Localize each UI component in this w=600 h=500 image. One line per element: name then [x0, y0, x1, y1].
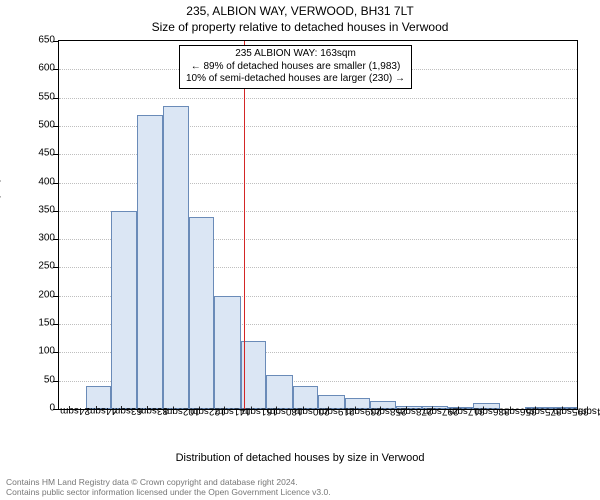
ytick-label: 100 [15, 346, 55, 357]
ytick-label: 650 [15, 35, 55, 46]
ytick-label: 400 [15, 176, 55, 187]
histogram-bar [111, 211, 138, 409]
y-axis-label: Number of detached properties [0, 149, 1, 301]
chart-footer: Contains HM Land Registry data © Crown c… [6, 477, 331, 497]
histogram-bar [214, 296, 241, 409]
ytick-label: 500 [15, 119, 55, 130]
property-marker-line [244, 41, 245, 409]
ytick-label: 550 [15, 91, 55, 102]
chart-title-sub: Size of property relative to detached ho… [0, 20, 600, 34]
histogram-bar [266, 375, 293, 409]
histogram-bar [189, 217, 214, 409]
ytick-label: 250 [15, 261, 55, 272]
histogram-bar [163, 106, 190, 409]
ytick-label: 600 [15, 63, 55, 74]
footer-line-1: Contains HM Land Registry data © Crown c… [6, 477, 298, 487]
gridline [59, 98, 577, 99]
marker-annotation: 235 ALBION WAY: 163sqm ← 89% of detached… [179, 45, 412, 89]
ytick-label: 200 [15, 289, 55, 300]
chart-title-main: 235, ALBION WAY, VERWOOD, BH31 7LT [0, 4, 600, 18]
ytick-label: 150 [15, 318, 55, 329]
annotation-line-3: 10% of semi-detached houses are larger (… [186, 73, 405, 84]
footer-line-2: Contains public sector information licen… [6, 487, 331, 497]
ytick-label: 350 [15, 204, 55, 215]
annotation-line-2: ← 89% of detached houses are smaller (1,… [191, 61, 401, 72]
ytick-label: 450 [15, 148, 55, 159]
ytick-label: 0 [15, 403, 55, 414]
ytick-label: 50 [15, 374, 55, 385]
annotation-line-1: 235 ALBION WAY: 163sqm [235, 48, 356, 59]
histogram-bar [137, 115, 162, 409]
histogram-bar [241, 341, 266, 409]
x-axis-label: Distribution of detached houses by size … [0, 452, 600, 464]
plot-area: 235 ALBION WAY: 163sqm ← 89% of detached… [58, 40, 578, 410]
ytick-label: 300 [15, 233, 55, 244]
